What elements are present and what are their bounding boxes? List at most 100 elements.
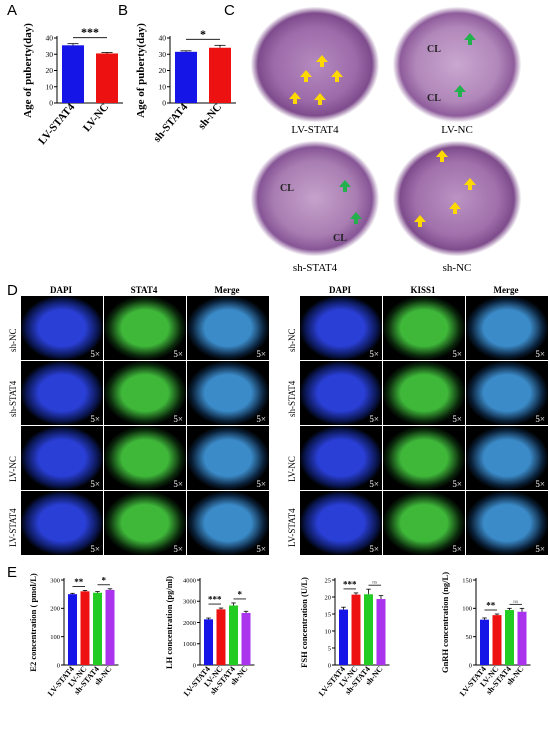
column-header-stat4: STAT4 bbox=[130, 285, 158, 295]
row-label: sh-STAT4 bbox=[287, 380, 297, 417]
y-tick-label: 0 bbox=[162, 99, 166, 108]
y-tick-label: 10 bbox=[159, 82, 167, 91]
magnification-label: 5× bbox=[90, 414, 100, 424]
y-tick-label: 100 bbox=[50, 634, 60, 641]
significance-label: *** bbox=[343, 579, 357, 589]
y-tick-label: 15 bbox=[325, 611, 332, 618]
y-tick-label: 100 bbox=[462, 606, 472, 613]
y-tick-label: 20 bbox=[46, 66, 54, 75]
cl-label: CL bbox=[427, 93, 441, 104]
magnification-label: 5× bbox=[173, 349, 183, 359]
magnification-label: 5× bbox=[256, 544, 266, 554]
histology-caption: LV-NC bbox=[441, 124, 473, 136]
magnification-label: 5× bbox=[173, 479, 183, 489]
bar bbox=[364, 594, 373, 665]
y-axis-label: FSH concentration (U/L) bbox=[299, 577, 309, 668]
immuno-tile: 5× bbox=[466, 426, 548, 490]
immuno-tile: 5× bbox=[21, 361, 103, 425]
y-tick-label: 0 bbox=[328, 662, 331, 669]
significance-label: ns bbox=[372, 580, 377, 586]
y-tick-label: 10 bbox=[46, 82, 54, 91]
bar bbox=[339, 609, 348, 665]
significance-label: ** bbox=[74, 577, 84, 587]
y-tick-label: 0 bbox=[193, 662, 196, 669]
magnification-label: 5× bbox=[256, 414, 266, 424]
panel-letter-a: A bbox=[7, 2, 18, 19]
row-label: LV-STAT4 bbox=[287, 508, 297, 547]
immuno-tile: 5× bbox=[466, 361, 548, 425]
magnification-label: 5× bbox=[90, 479, 100, 489]
immuno-tile: 5× bbox=[383, 426, 465, 490]
y-tick-label: 3000 bbox=[183, 599, 196, 606]
bar bbox=[93, 592, 102, 665]
histology-image-sh-stat4 bbox=[250, 140, 380, 257]
magnification-label: 5× bbox=[90, 544, 100, 554]
bar bbox=[376, 599, 386, 665]
yellow-arrow-icon bbox=[289, 55, 476, 227]
y-tick-label: 0 bbox=[469, 662, 472, 669]
histology-image-sh-nc bbox=[392, 140, 522, 257]
immuno-tile: 5× bbox=[466, 296, 548, 360]
bar bbox=[209, 47, 231, 103]
bar bbox=[216, 609, 226, 665]
bar bbox=[68, 594, 77, 665]
bar bbox=[80, 591, 90, 665]
significance-label: ns bbox=[513, 599, 518, 605]
magnification-label: 5× bbox=[90, 349, 100, 359]
bar bbox=[62, 45, 84, 103]
y-tick-label: 0 bbox=[49, 99, 53, 108]
panel-letter-b: B bbox=[118, 2, 129, 19]
bar bbox=[105, 589, 115, 665]
immuno-tile: 5× bbox=[383, 361, 465, 425]
y-tick-label: 0 bbox=[57, 662, 60, 669]
y-tick-label: 20 bbox=[159, 66, 167, 75]
magnification-label: 5× bbox=[173, 544, 183, 554]
immuno-tile: 5× bbox=[21, 296, 103, 360]
immuno-tile: 5× bbox=[383, 296, 465, 360]
bar bbox=[241, 612, 251, 665]
histology-image-lv-stat4 bbox=[250, 6, 380, 123]
bar bbox=[517, 611, 527, 665]
y-axis-label: E2 concentration ( pmol/L) bbox=[28, 573, 38, 672]
immuno-tile: 5× bbox=[21, 426, 103, 490]
significance-label: * bbox=[200, 27, 206, 41]
significance-label: *** bbox=[81, 25, 99, 39]
row-label: sh-NC bbox=[287, 328, 297, 352]
immuno-tile: 5× bbox=[187, 491, 269, 555]
y-axis-label: GnRH concentration (ng/L) bbox=[440, 572, 450, 673]
y-tick-label: 200 bbox=[50, 606, 60, 613]
y-tick-label: 30 bbox=[159, 50, 167, 59]
significance-label: * bbox=[102, 575, 107, 585]
histology-caption: LV-STAT4 bbox=[291, 124, 339, 136]
bar bbox=[175, 51, 197, 103]
y-tick-label: 5 bbox=[328, 645, 331, 652]
magnification-label: 5× bbox=[452, 479, 462, 489]
magnification-label: 5× bbox=[369, 414, 379, 424]
cl-label: CL bbox=[333, 233, 347, 244]
bar bbox=[351, 594, 361, 665]
cl-label: CL bbox=[280, 183, 294, 194]
magnification-label: 5× bbox=[369, 544, 379, 554]
y-tick-label: 2000 bbox=[183, 620, 196, 627]
magnification-label: 5× bbox=[369, 349, 379, 359]
y-axis-label: LH concentration (pg/ml) bbox=[164, 576, 174, 669]
panel-letter-d: D bbox=[7, 282, 18, 299]
magnification-label: 5× bbox=[256, 349, 266, 359]
column-header-kiss1: KISS1 bbox=[410, 285, 436, 295]
y-tick-label: 10 bbox=[325, 628, 332, 635]
magnification-label: 5× bbox=[535, 479, 545, 489]
column-header-merge: Merge bbox=[493, 285, 519, 295]
green-arrow-icon bbox=[339, 33, 476, 224]
immuno-tile: 5× bbox=[466, 491, 548, 555]
y-axis-label: Age of puberty(day) bbox=[22, 23, 34, 118]
y-axis-label: Age of puberty(day) bbox=[135, 23, 147, 118]
y-tick-label: 300 bbox=[50, 577, 60, 584]
significance-label: *** bbox=[208, 595, 222, 605]
immuno-tile: 5× bbox=[187, 296, 269, 360]
significance-label: ** bbox=[486, 601, 496, 611]
bar bbox=[204, 619, 213, 665]
immuno-tile: 5× bbox=[300, 491, 382, 555]
immuno-tile: 5× bbox=[104, 491, 186, 555]
bar bbox=[229, 605, 238, 665]
row-label: sh-NC bbox=[8, 328, 18, 352]
